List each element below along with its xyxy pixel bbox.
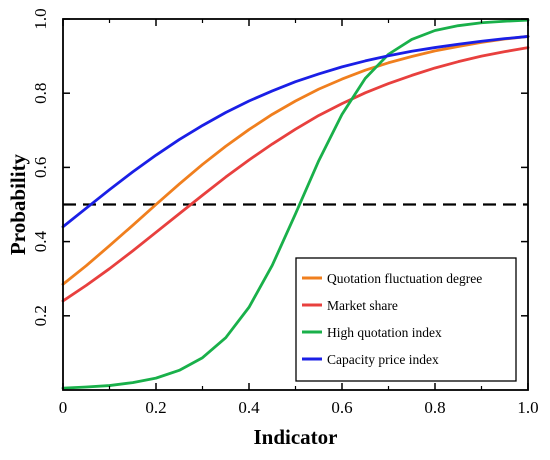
legend-label: Capacity price index — [327, 352, 439, 367]
legend-label: High quotation index — [327, 325, 442, 340]
x-tick-label: 0.2 — [145, 398, 166, 417]
y-tick-label: 0.2 — [31, 305, 50, 326]
x-axis-title: Indicator — [254, 425, 338, 449]
y-tick-label: 0.4 — [31, 230, 50, 252]
legend-label: Market share — [327, 298, 398, 313]
series-line-capacity-price-index — [61, 35, 530, 229]
x-tick-label: 0 — [59, 398, 68, 417]
y-axis-title: Probability — [6, 153, 30, 255]
x-tick-label: 0.6 — [331, 398, 352, 417]
x-tick-label: 0.8 — [424, 398, 445, 417]
series-line-high-quotation-index — [61, 18, 530, 390]
legend-box — [295, 257, 517, 382]
series-line-market-share — [61, 46, 530, 303]
y-tick-label: 1.0 — [31, 8, 50, 29]
y-tick-label: 0.6 — [31, 157, 50, 178]
x-tick-label: 1.0 — [517, 398, 538, 417]
legend-label: Quotation fluctuation degree — [327, 271, 482, 286]
x-tick-label: 0.4 — [238, 398, 260, 417]
series-line-quotation-fluctuation-degree — [61, 35, 530, 286]
y-tick-label: 0.8 — [31, 83, 50, 104]
